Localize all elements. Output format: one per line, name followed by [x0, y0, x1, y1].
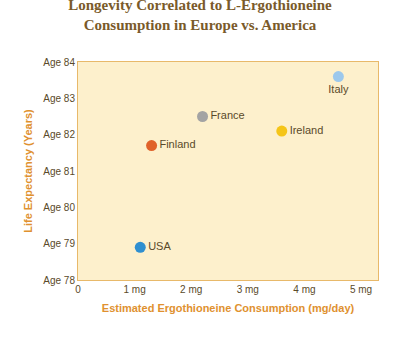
svg-text:Italy: Italy [328, 83, 349, 95]
svg-text:France: France [210, 109, 244, 121]
svg-text:Age 80: Age 80 [43, 202, 75, 213]
svg-text:Age 82: Age 82 [43, 129, 75, 140]
svg-text:5 mg: 5 mg [350, 284, 372, 295]
svg-text:Age 81: Age 81 [43, 166, 75, 177]
svg-text:Age 83: Age 83 [43, 93, 75, 104]
svg-text:1 mg: 1 mg [123, 284, 145, 295]
svg-text:0: 0 [75, 284, 81, 295]
svg-text:Estimated Ergothioneine Consum: Estimated Ergothioneine Consumption (mg/… [102, 302, 355, 314]
svg-text:3 mg: 3 mg [237, 284, 259, 295]
svg-text:Finland: Finland [159, 138, 195, 150]
svg-text:Age 84: Age 84 [43, 57, 75, 68]
svg-text:4 mg: 4 mg [293, 284, 315, 295]
svg-text:Life Expectancy (Years): Life Expectancy (Years) [22, 109, 34, 233]
svg-text:Longevity Correlated to L-Ergo: Longevity Correlated to L-ErgothioneineC… [68, 0, 332, 33]
svg-text:2 mg: 2 mg [180, 284, 202, 295]
svg-text:Ireland: Ireland [290, 124, 324, 136]
svg-text:Age 79: Age 79 [43, 238, 75, 249]
svg-text:USA: USA [148, 240, 171, 252]
svg-text:Age 78: Age 78 [43, 275, 75, 286]
